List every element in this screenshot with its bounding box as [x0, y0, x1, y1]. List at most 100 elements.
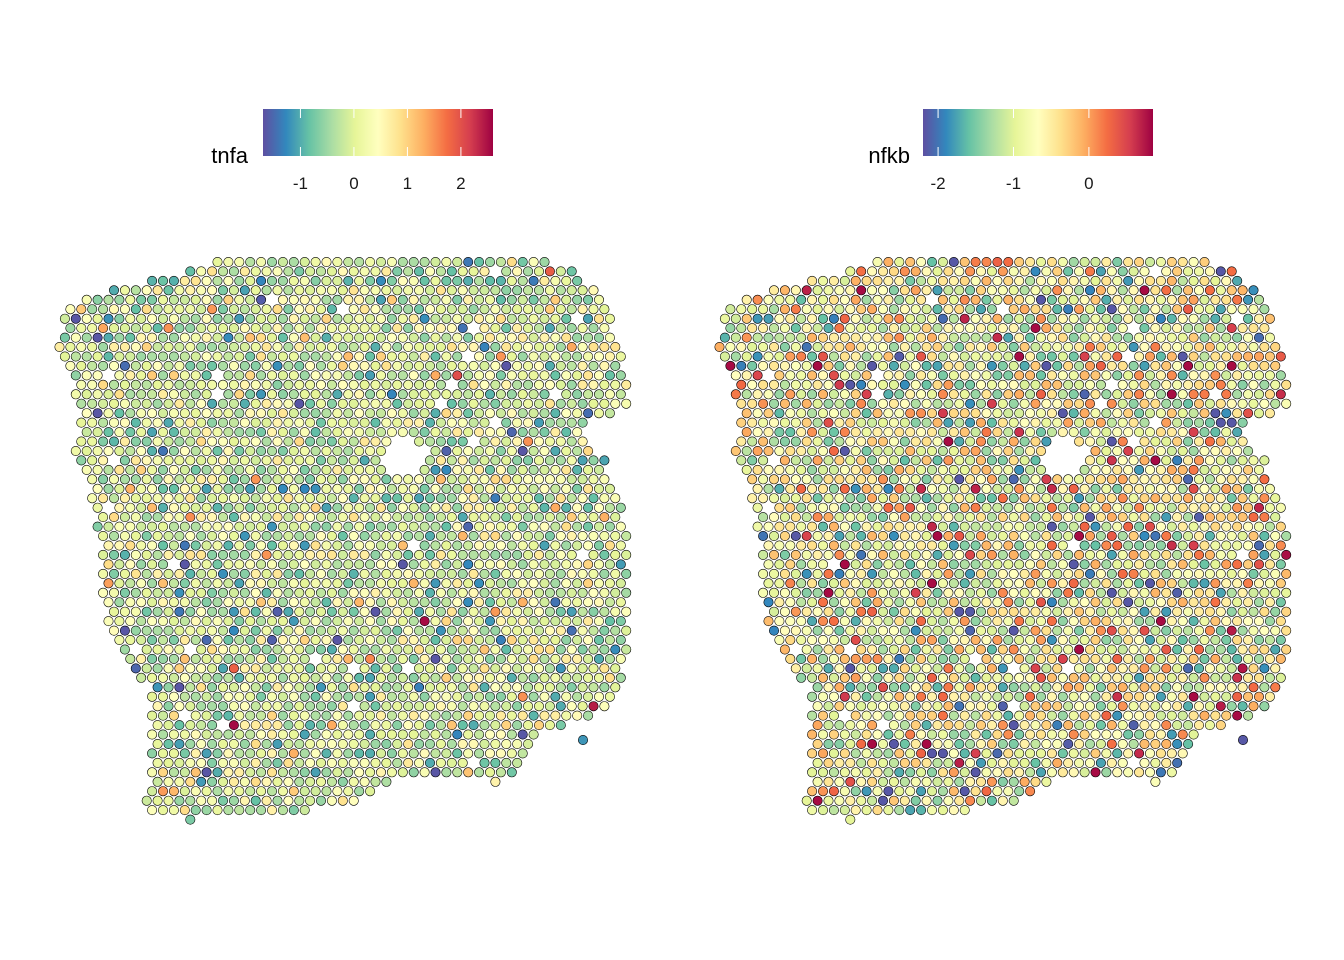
spot	[370, 720, 381, 731]
spot	[201, 332, 212, 343]
spot	[81, 332, 92, 343]
spot	[1090, 445, 1101, 456]
spot	[158, 521, 169, 532]
spot	[119, 285, 130, 296]
spot	[1248, 644, 1259, 655]
spot	[408, 275, 419, 286]
spot	[354, 559, 365, 570]
spot	[1085, 304, 1096, 315]
spot	[114, 578, 125, 589]
spot	[992, 597, 1003, 608]
spot	[168, 616, 179, 627]
spot	[365, 634, 376, 645]
spot	[1074, 436, 1085, 447]
spot	[1008, 379, 1019, 390]
spot	[332, 616, 343, 627]
spot	[474, 634, 485, 645]
spot	[905, 653, 916, 664]
spot	[441, 578, 452, 589]
spot	[1221, 351, 1232, 362]
spot	[468, 530, 479, 541]
spot	[239, 493, 250, 504]
spot	[1150, 568, 1161, 579]
spot	[1177, 710, 1188, 721]
spot	[256, 805, 267, 816]
spot	[937, 710, 948, 721]
spot	[315, 512, 326, 523]
spot	[87, 417, 98, 428]
spot	[1177, 370, 1188, 381]
spot	[1123, 578, 1134, 589]
spot	[288, 786, 299, 797]
spot	[1275, 578, 1286, 589]
spot	[359, 587, 370, 598]
spot	[599, 701, 610, 712]
spot	[141, 568, 152, 579]
spot	[424, 379, 435, 390]
spot	[839, 351, 850, 362]
spot	[288, 502, 299, 513]
spot	[583, 578, 594, 589]
spot	[828, 729, 839, 740]
spot	[430, 464, 441, 475]
spot	[888, 436, 899, 447]
spot	[1210, 351, 1221, 362]
spot	[741, 389, 752, 400]
spot	[817, 653, 828, 664]
spot	[119, 455, 130, 466]
spot	[414, 285, 425, 296]
spot	[965, 682, 976, 693]
spot	[588, 701, 599, 712]
spot	[261, 549, 272, 560]
spot	[1134, 578, 1145, 589]
spot	[315, 757, 326, 768]
spot	[174, 360, 185, 371]
spot	[256, 597, 267, 608]
spot	[147, 351, 158, 362]
spot	[528, 294, 539, 305]
spot	[315, 776, 326, 787]
spot	[1008, 398, 1019, 409]
spot	[834, 606, 845, 617]
spot	[790, 568, 801, 579]
spot	[544, 568, 555, 579]
spot	[550, 313, 561, 324]
spot	[877, 549, 888, 560]
spot	[152, 568, 163, 579]
spot	[174, 738, 185, 749]
spot	[615, 578, 626, 589]
spot	[245, 521, 256, 532]
spot	[430, 370, 441, 381]
spot	[228, 285, 239, 296]
spot	[288, 483, 299, 494]
spot	[381, 549, 392, 560]
spot	[719, 351, 730, 362]
spot	[997, 530, 1008, 541]
spot	[386, 427, 397, 438]
spot	[196, 720, 207, 731]
spot	[277, 634, 288, 645]
spot	[381, 776, 392, 787]
spot	[1243, 483, 1254, 494]
spot	[430, 748, 441, 759]
spot	[921, 360, 932, 371]
spot	[1046, 370, 1057, 381]
spot	[610, 493, 621, 504]
spot	[916, 502, 927, 513]
spot	[1145, 332, 1156, 343]
spot	[539, 634, 550, 645]
spot	[315, 379, 326, 390]
spot	[539, 256, 550, 267]
spot	[125, 502, 136, 513]
spot	[566, 606, 577, 617]
spot	[288, 767, 299, 778]
spot	[807, 653, 818, 664]
spot	[414, 417, 425, 428]
spot	[479, 720, 490, 731]
spot	[392, 757, 403, 768]
spot	[168, 313, 179, 324]
spot	[528, 559, 539, 570]
spot	[970, 294, 981, 305]
spot	[294, 549, 305, 560]
spot	[495, 616, 506, 627]
